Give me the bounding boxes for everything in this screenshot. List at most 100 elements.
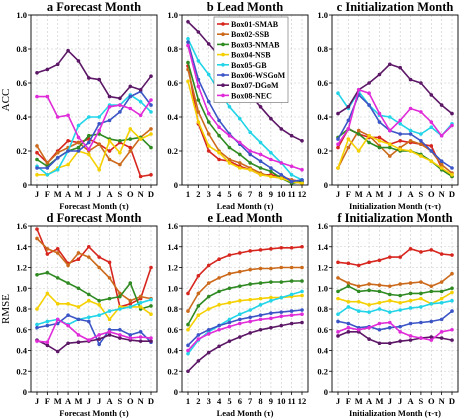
y-tick-label: 0 [324,387,328,397]
panel-title-d: d Forecast Month [47,211,142,225]
data-point [66,313,70,318]
data-point [227,133,232,138]
data-point [87,115,91,119]
data-point [107,260,112,265]
data-point [206,149,211,153]
data-point [97,333,101,337]
data-point [279,265,284,270]
series-line-a-6 [37,90,152,169]
data-point [45,166,50,170]
series-line-b-1 [187,65,303,183]
data-point [35,173,39,177]
legend-marker [221,63,225,67]
data-point [377,321,382,326]
data-point [227,339,232,343]
data-point [398,282,402,286]
data-point [388,325,392,330]
series-line-d-3 [36,271,152,310]
data-point [336,111,340,116]
data-point [388,284,392,288]
series-line-a-2 [36,128,152,166]
data-point [186,79,190,84]
data-point [258,166,263,170]
data-point [238,251,242,255]
x-tick-label: O [127,189,134,199]
y-tick-label: 0.8 [16,304,27,314]
data-point [76,317,81,322]
data-point [87,244,91,249]
data-point [398,118,402,123]
x-axis-label-d: Forecast Month (τ) [59,408,129,418]
data-point [269,295,273,300]
data-point [35,307,39,311]
data-point [398,293,402,298]
legend-box [213,16,289,103]
data-point [269,311,273,315]
data-point [186,37,190,41]
data-point [227,253,232,257]
data-point [66,113,70,118]
data-point [217,289,221,294]
data-point [419,110,423,114]
x-tick-label: J [398,189,403,199]
data-point [118,162,122,167]
legend-marker [221,73,225,77]
data-point [279,173,284,177]
data-point [408,306,413,310]
data-point [289,173,294,177]
data-point [248,167,252,172]
data-point [429,149,434,153]
data-point [128,127,133,131]
data-point [356,309,361,313]
data-point [227,145,232,150]
data-point [196,274,201,278]
x-tick-label: M [54,189,62,199]
data-point [289,179,294,184]
data-point [336,296,340,301]
data-point [336,330,340,334]
data-point [227,320,232,325]
data-point [138,335,143,339]
y-tick-label: 0.6 [167,325,178,335]
data-point [217,133,221,138]
data-point [258,327,263,332]
x-tick-label: 4 [217,396,222,406]
data-point [300,312,304,316]
data-point [279,280,284,284]
data-point [97,167,101,172]
x-tick-label: 5 [227,396,231,406]
data-point [419,139,423,143]
data-point [377,72,382,77]
data-point [149,98,153,102]
data-point [429,289,434,294]
series-line-a-7 [36,49,152,100]
data-point [398,324,402,329]
data-point [76,123,81,128]
x-tick-label: J [97,396,102,406]
data-point [439,330,444,334]
data-point [118,139,122,143]
legend-label: Box02-SSB [231,30,270,39]
data-point [346,281,351,285]
y-tick-label: 1.2 [16,263,27,273]
data-point [336,91,340,95]
y-tick-label: 0.8 [317,304,328,314]
data-point [248,319,252,324]
data-point [217,276,221,280]
y-tick-label: 1.4 [16,242,27,252]
x-tick-label: A [407,189,414,199]
data-point [149,304,153,308]
data-point [269,174,273,179]
data-point [238,312,242,316]
data-point [439,166,444,170]
plot-frame-e [181,225,309,393]
x-tick-label: D [449,396,455,406]
data-point [429,144,434,148]
data-point [97,265,101,270]
y-tick-label: 1.4 [317,242,328,252]
data-point [398,300,402,305]
x-axis-label-b: Lead Month (τ) [217,201,274,211]
plot-area-f [332,226,458,392]
data-point [408,247,413,251]
data-point [227,271,232,276]
